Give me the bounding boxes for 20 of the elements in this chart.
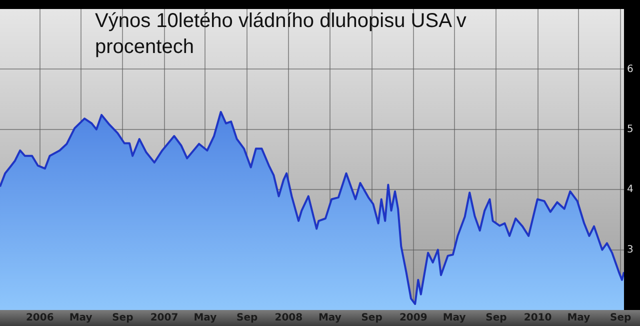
- x-tick-label: May: [318, 312, 342, 324]
- x-tick-label: May: [567, 312, 591, 324]
- y-tick-label: 5: [627, 124, 634, 135]
- x-tick-label: 2008: [274, 312, 303, 324]
- y-tick-label: 4: [627, 184, 634, 196]
- x-tick-label: May: [69, 312, 93, 324]
- x-tick-label: 2007: [150, 312, 178, 324]
- x-tick-label: May: [194, 312, 218, 324]
- x-tick-label: 2009: [399, 312, 428, 324]
- x-tick-label: Sep: [236, 312, 258, 324]
- x-tick-label: May: [442, 312, 466, 324]
- x-tick-label: Sep: [361, 312, 382, 324]
- y-tick-label: 3: [627, 244, 634, 256]
- x-tick-label: Sep: [610, 312, 632, 324]
- y-tick-label: 6: [627, 64, 634, 75]
- x-tick-label: Sep: [486, 312, 507, 324]
- x-tick-label: Sep: [112, 312, 134, 324]
- x-tick-label: 2010: [524, 312, 552, 324]
- text: Výnos 10letého vládního dluhopisu USA v procentech: [95, 9, 468, 60]
- x-tick-label: 2006: [26, 312, 54, 324]
